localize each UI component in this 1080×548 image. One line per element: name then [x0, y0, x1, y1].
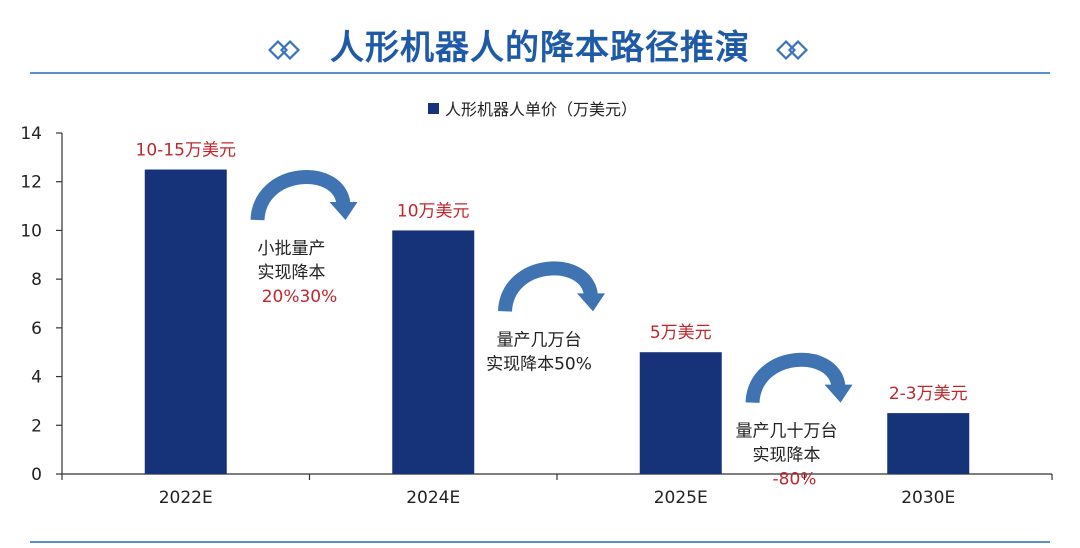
x-tick-label: 2030E: [901, 488, 955, 508]
arrow-body: [250, 170, 351, 221]
title-text: 人形机器人的降本路径推演: [330, 28, 750, 68]
page-title: 人形机器人的降本路径推演: [0, 20, 1080, 69]
annotation-text: 量产几万台: [497, 330, 582, 350]
arrow-head: [329, 201, 358, 220]
annotation-text: 实现降本50%: [486, 354, 592, 374]
bar: [392, 230, 475, 474]
diamond-icon-left: [267, 39, 301, 60]
legend-label: 人形机器人单价（万美元）: [445, 100, 637, 119]
annotation-text: 实现降本: [753, 446, 821, 466]
y-tick-label: 2: [31, 416, 42, 436]
curved-arrow-icon: [745, 352, 853, 404]
arrow-body: [498, 261, 598, 313]
arrow-head: [577, 293, 605, 312]
annotation-text: 实现降本: [258, 263, 326, 283]
title-rule: [30, 72, 1050, 74]
y-tick-label: 12: [20, 173, 42, 193]
data-label: 10万美元: [397, 201, 470, 221]
y-tick-label: 8: [31, 270, 42, 290]
annotation-text: 量产几十万台: [736, 422, 838, 442]
arrow-body: [745, 352, 846, 404]
y-tick-label: 4: [31, 368, 42, 388]
data-label: 10-15万美元: [136, 141, 236, 161]
y-tick-label: 0: [31, 465, 42, 485]
y-tick-label: 6: [31, 319, 42, 339]
bar: [144, 169, 227, 475]
y-tick-label: 10: [20, 221, 42, 241]
bar: [639, 352, 722, 474]
bar: [887, 413, 970, 474]
data-label: 5万美元: [650, 323, 712, 343]
header: 人形机器人的降本路径推演: [0, 0, 1080, 78]
curved-arrow-icon: [498, 261, 605, 313]
x-tick-label: 2022E: [159, 488, 213, 508]
y-tick-label: 14: [20, 124, 42, 144]
arrow-head: [824, 384, 853, 403]
annotation-highlight: 20%30%: [262, 287, 338, 307]
legend-swatch: [428, 103, 439, 114]
x-tick-label: 2024E: [406, 488, 460, 508]
x-tick-label: 2025E: [654, 488, 708, 508]
annotation-text: 小批量产: [258, 239, 326, 259]
curved-arrow-icon: [250, 170, 358, 221]
diamond-icon-right: [775, 39, 809, 60]
bottom-rule: [30, 541, 1050, 543]
annotation-highlight: -80%: [773, 470, 817, 490]
data-label: 2-3万美元: [889, 384, 968, 404]
